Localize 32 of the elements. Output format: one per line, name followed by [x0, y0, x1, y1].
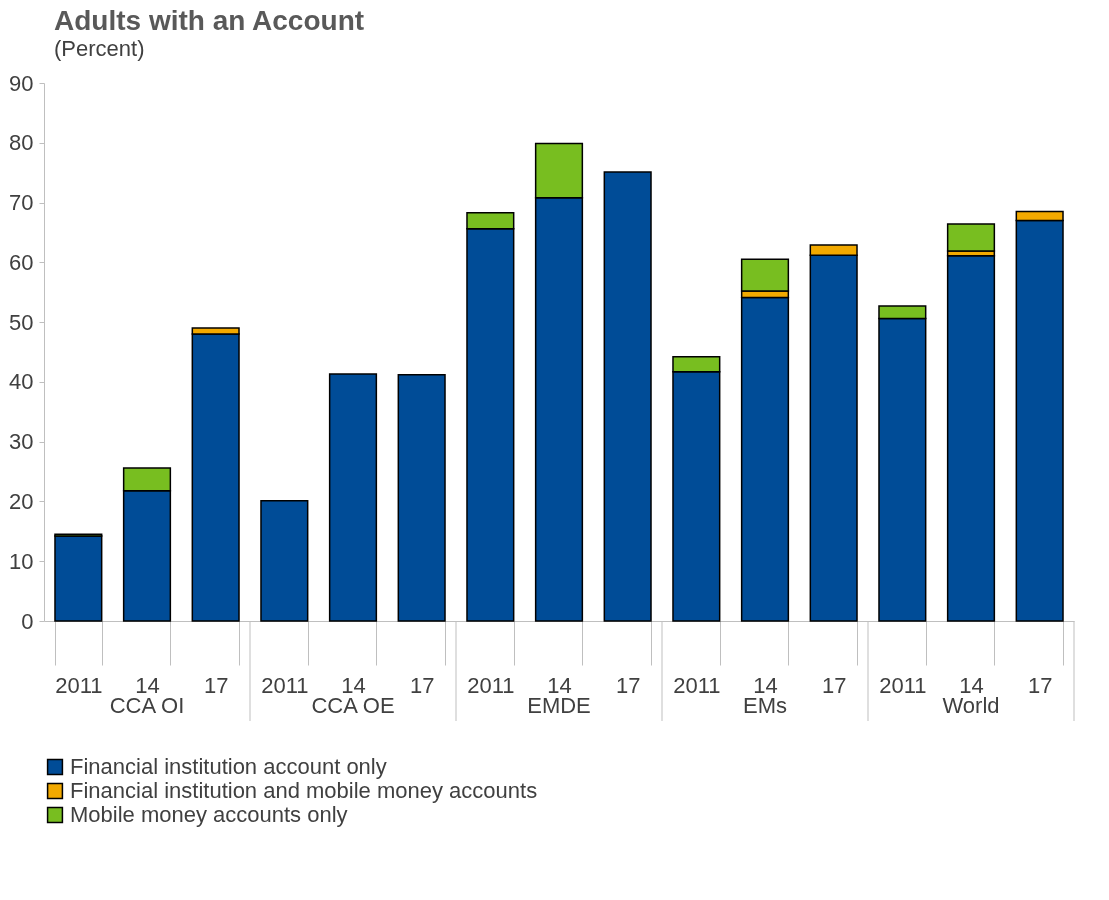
bar: [260, 500, 309, 622]
y-tick-label: 0: [21, 608, 34, 634]
y-tick-label: 50: [9, 309, 34, 335]
bar: [740, 296, 790, 622]
legend-label: Financial institution and mobile money accounts: [70, 778, 538, 803]
x-tick-label: 17: [615, 672, 641, 698]
legend-label: Mobile money accounts only: [70, 802, 348, 827]
bar: [946, 255, 996, 622]
y-tick-label: 70: [9, 190, 34, 216]
x-tick-label: 2011: [879, 672, 927, 698]
y-tick-label: 40: [9, 369, 34, 395]
x-tick-label: 17: [203, 672, 229, 698]
x-tick-label: 2011: [673, 672, 721, 698]
y-tick-label: 60: [9, 249, 34, 275]
chart-title: Adults with an Account: [54, 5, 365, 36]
legend-label: Financial institution account only: [70, 754, 387, 779]
x-tick-label: 2011: [261, 672, 309, 698]
y-tick-label: 90: [9, 70, 34, 96]
bar: [54, 535, 103, 622]
y-tick-label: 30: [9, 429, 34, 455]
x-tick-label: 17: [409, 672, 435, 698]
x-tick-label: 17: [1027, 672, 1053, 698]
bar: [328, 373, 378, 622]
x-tick-label: 2011: [55, 672, 103, 698]
chart-subtitle: (Percent): [54, 36, 145, 61]
y-tick-label: 20: [9, 488, 34, 514]
y-tick-label: 10: [9, 548, 34, 574]
x-tick-label: 17: [821, 672, 847, 698]
bar: [603, 171, 652, 622]
y-tick-label: 80: [9, 130, 34, 156]
x-tick-label: 2011: [467, 672, 515, 698]
bar: [397, 373, 446, 622]
